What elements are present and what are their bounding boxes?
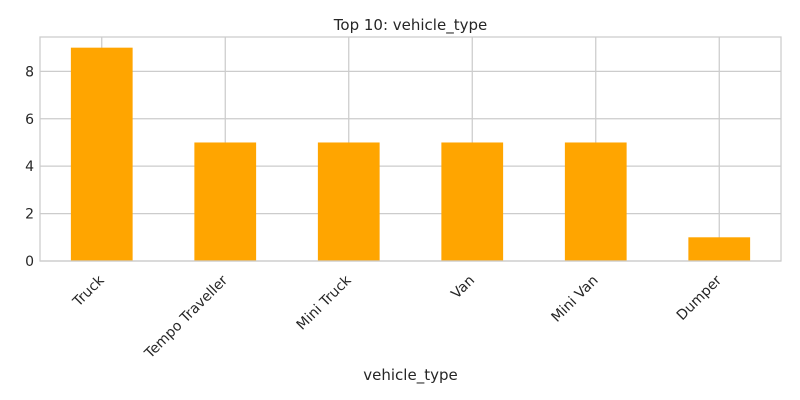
bar-mini-truck xyxy=(317,142,380,261)
bar-van xyxy=(441,142,504,261)
y-tick-label: 8 xyxy=(25,64,34,80)
x-tick-label: Dumper xyxy=(674,272,725,323)
y-tick-label: 6 xyxy=(25,112,34,128)
x-tick-label: Van xyxy=(448,273,478,303)
y-axis-ticks: 0 2 4 6 8 xyxy=(25,64,34,270)
x-axis-label: vehicle_type xyxy=(363,366,457,385)
bar-dumper xyxy=(688,237,751,261)
chart-title: Top 10: vehicle_type xyxy=(333,16,487,35)
bar-tempo-traveller xyxy=(194,142,257,261)
x-tick-label: Truck xyxy=(69,272,108,311)
x-tick-label: Mini Van xyxy=(548,273,601,326)
grid-lines xyxy=(40,37,781,262)
x-tick-label: Mini Truck xyxy=(294,272,356,334)
x-tick-label: Tempo Traveller xyxy=(141,272,231,362)
y-tick-label: 2 xyxy=(25,207,34,223)
bars xyxy=(70,47,751,261)
bar-mini-van xyxy=(564,142,627,261)
plot-frame xyxy=(39,36,782,262)
y-tick-label: 4 xyxy=(25,159,34,175)
y-tick-label: 0 xyxy=(25,254,34,270)
bar-truck xyxy=(70,47,133,261)
x-axis-ticks: Truck Tempo Traveller Mini Truck Van Mini Va… xyxy=(69,272,725,363)
